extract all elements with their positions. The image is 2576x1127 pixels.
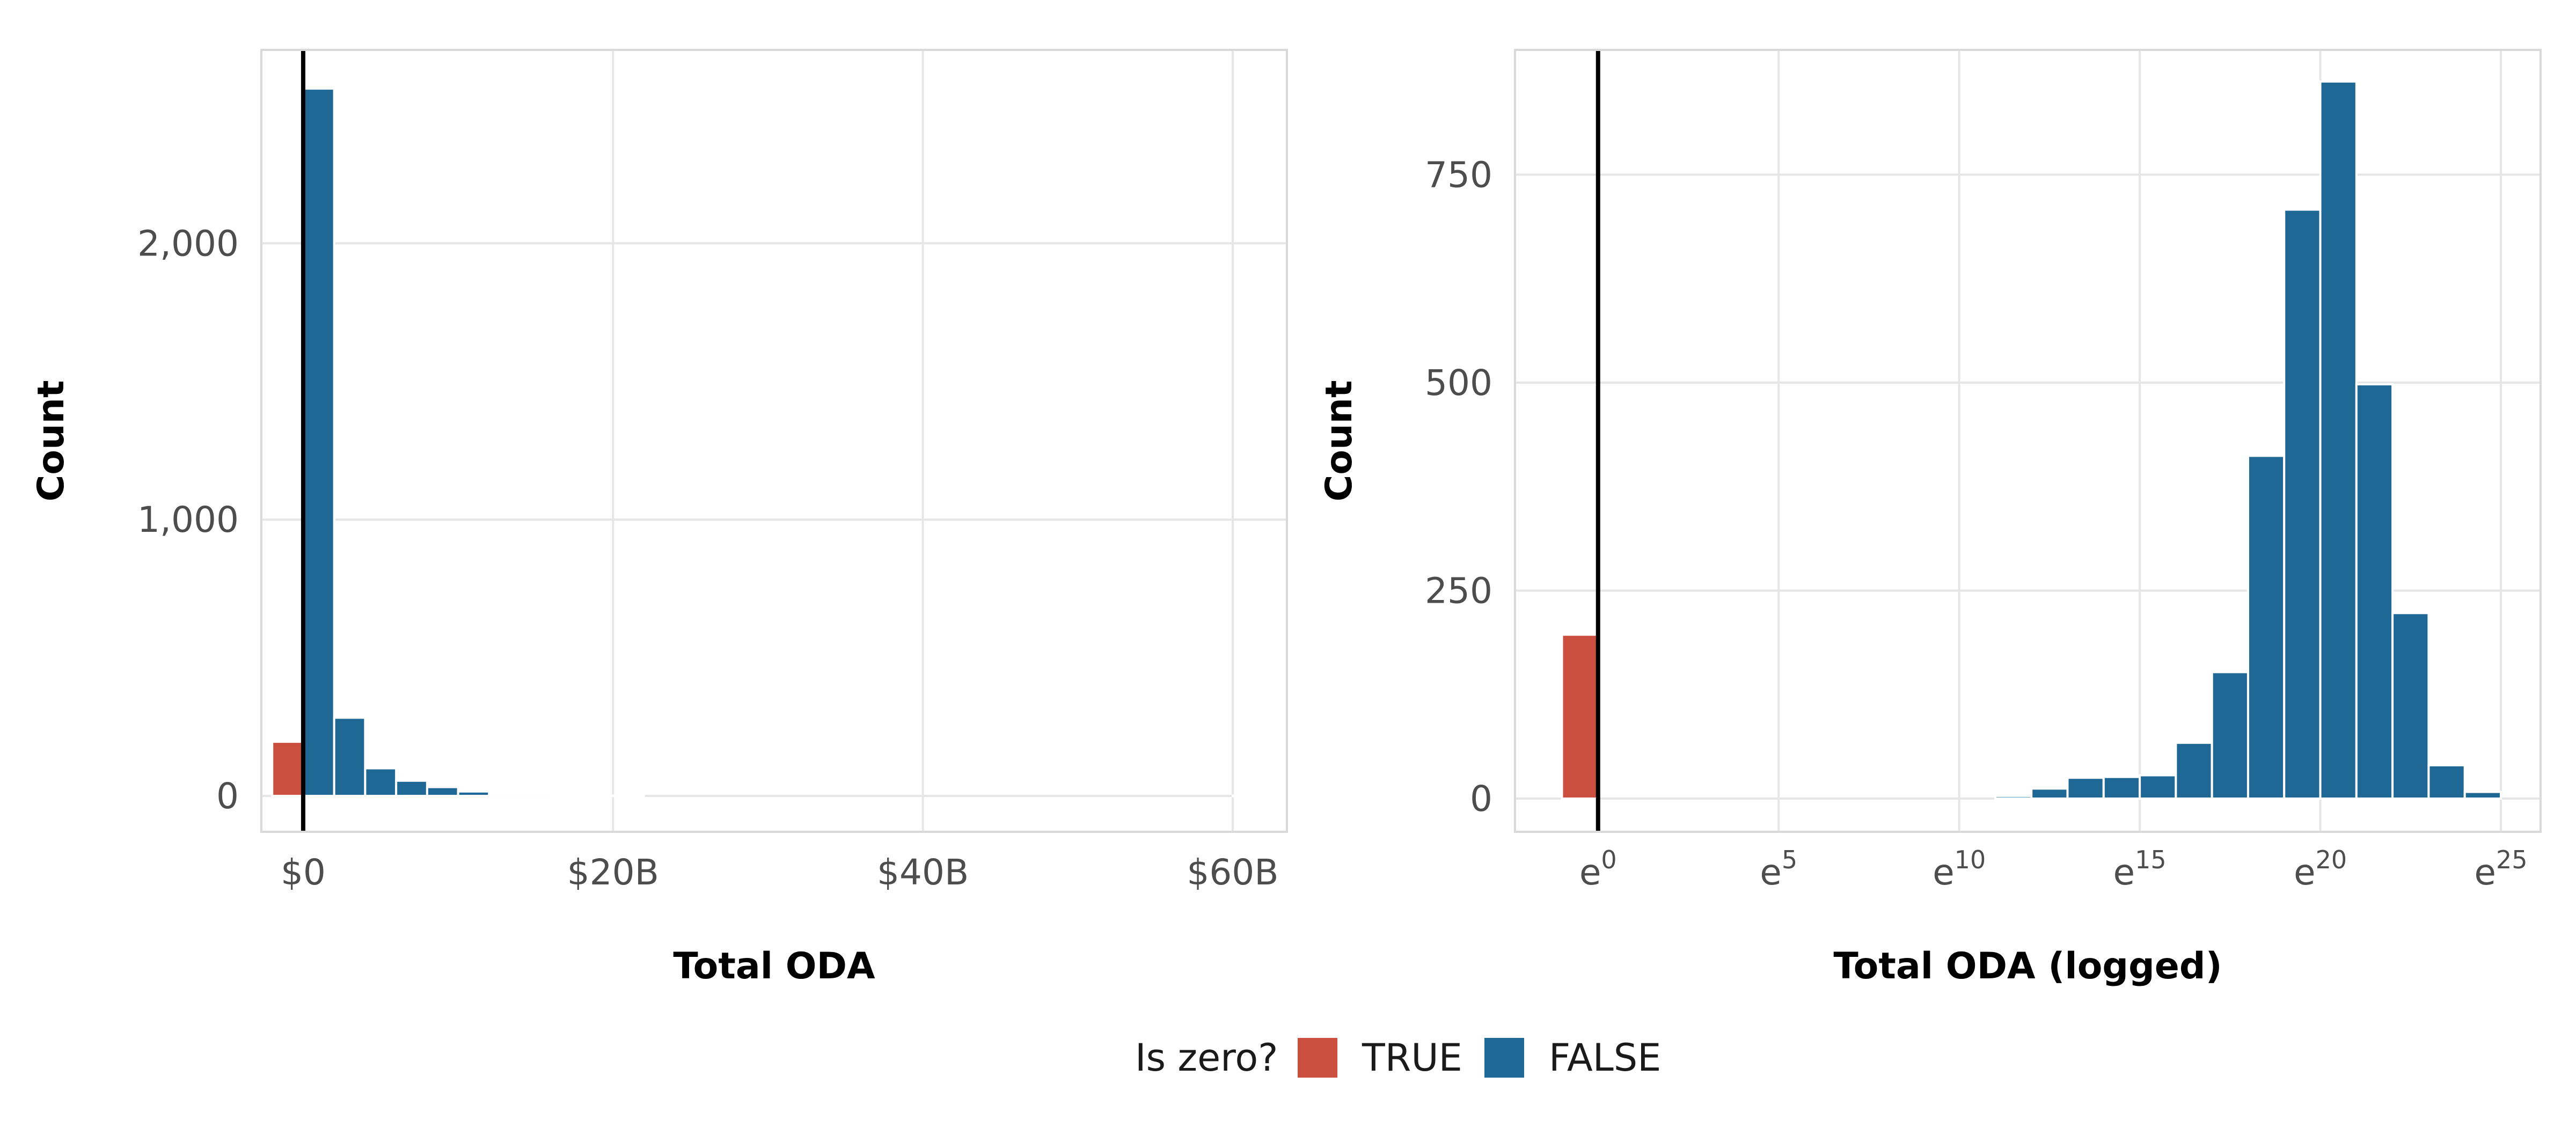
histogram-bar-false bbox=[302, 87, 335, 797]
tick-base: e bbox=[1933, 852, 1955, 893]
x-tick-label: e25 bbox=[2474, 845, 2527, 893]
histogram-bar-false bbox=[2175, 742, 2213, 800]
histogram-bar-false bbox=[2319, 80, 2358, 800]
x-tick-label: $40B bbox=[877, 852, 969, 893]
tick-exponent: 5 bbox=[1782, 845, 1797, 874]
tick-base: e bbox=[2474, 852, 2496, 893]
panel-border bbox=[1514, 49, 2542, 833]
y-axis-title: Count bbox=[30, 380, 72, 502]
histogram-bar-false bbox=[2283, 208, 2322, 800]
histogram-bar-false bbox=[2211, 671, 2249, 800]
legend: Is zero? TRUE FALSE bbox=[1135, 1036, 1661, 1080]
x-axis-title: Total ODA (logged) bbox=[1833, 945, 2222, 987]
x-axis-title: Total ODA bbox=[673, 945, 875, 987]
legend-title: Is zero? bbox=[1135, 1036, 1278, 1080]
tick-exponent: 10 bbox=[1955, 845, 1986, 874]
tick-base: e bbox=[1579, 852, 1601, 893]
histogram-bar-false bbox=[2139, 774, 2177, 800]
histogram-bar-false bbox=[2355, 383, 2394, 800]
tick-exponent: 25 bbox=[2496, 845, 2528, 874]
legend-label-false: FALSE bbox=[1549, 1036, 1661, 1080]
histogram-bar-true bbox=[271, 741, 304, 797]
tick-exponent: 15 bbox=[2135, 845, 2167, 874]
y-tick-label: 750 bbox=[1425, 155, 1492, 196]
legend-swatch-true bbox=[1298, 1038, 1337, 1078]
histogram-bar-false bbox=[2391, 612, 2430, 800]
histogram-bar-false bbox=[457, 790, 491, 797]
y-axis-title: Count bbox=[1318, 380, 1360, 502]
y-tick-label: 250 bbox=[1425, 570, 1492, 612]
tick-exponent: 20 bbox=[2316, 845, 2347, 874]
histogram-bar-false bbox=[364, 767, 398, 797]
histogram-bar-false bbox=[426, 786, 459, 797]
legend-swatch-false bbox=[1484, 1038, 1524, 1078]
x-tick-label: e0 bbox=[1579, 845, 1617, 893]
x-tick-label: $60B bbox=[1187, 852, 1278, 893]
histogram-bar-false bbox=[519, 794, 552, 797]
x-tick-label: $0 bbox=[281, 852, 326, 893]
histogram-bar-false bbox=[395, 779, 428, 797]
histogram-bar-false bbox=[2102, 775, 2141, 800]
histogram-bar-false bbox=[488, 793, 522, 797]
histogram-bar-false bbox=[333, 716, 367, 797]
x-tick-label: e20 bbox=[2294, 845, 2347, 893]
y-tick-label: 2,000 bbox=[137, 223, 239, 264]
y-tick-label: 500 bbox=[1425, 362, 1492, 404]
tick-base: e bbox=[1760, 852, 1782, 893]
histogram-bar-false bbox=[2246, 455, 2286, 800]
histogram-bar-false bbox=[2030, 787, 2069, 800]
y-tick-label: 0 bbox=[216, 775, 239, 817]
panel-border bbox=[260, 49, 1288, 833]
histogram-bar-false bbox=[1994, 795, 2033, 800]
x-tick-label: e15 bbox=[2113, 845, 2167, 893]
histogram-bar-true bbox=[1561, 633, 1599, 800]
tick-base: e bbox=[2113, 852, 2135, 893]
x-tick-label: $20B bbox=[567, 852, 659, 893]
y-tick-label: 0 bbox=[1470, 778, 1492, 819]
x-tick-label: e5 bbox=[1760, 845, 1797, 893]
y-tick-label: 1,000 bbox=[137, 499, 239, 540]
x-tick-label: e10 bbox=[1933, 845, 1986, 893]
histogram-bar-false bbox=[2427, 764, 2466, 800]
legend-label-true: TRUE bbox=[1362, 1036, 1462, 1080]
histogram-bar-false bbox=[2463, 791, 2502, 800]
raw-oda-histogram-panel: 0 1,000 2,000 $0 $20B $40B $60B Total ODA Count bbox=[30, 49, 1296, 987]
tick-base: e bbox=[2294, 852, 2316, 893]
histogram-bar-false bbox=[2066, 777, 2105, 800]
tick-exponent: 0 bbox=[1601, 845, 1616, 874]
